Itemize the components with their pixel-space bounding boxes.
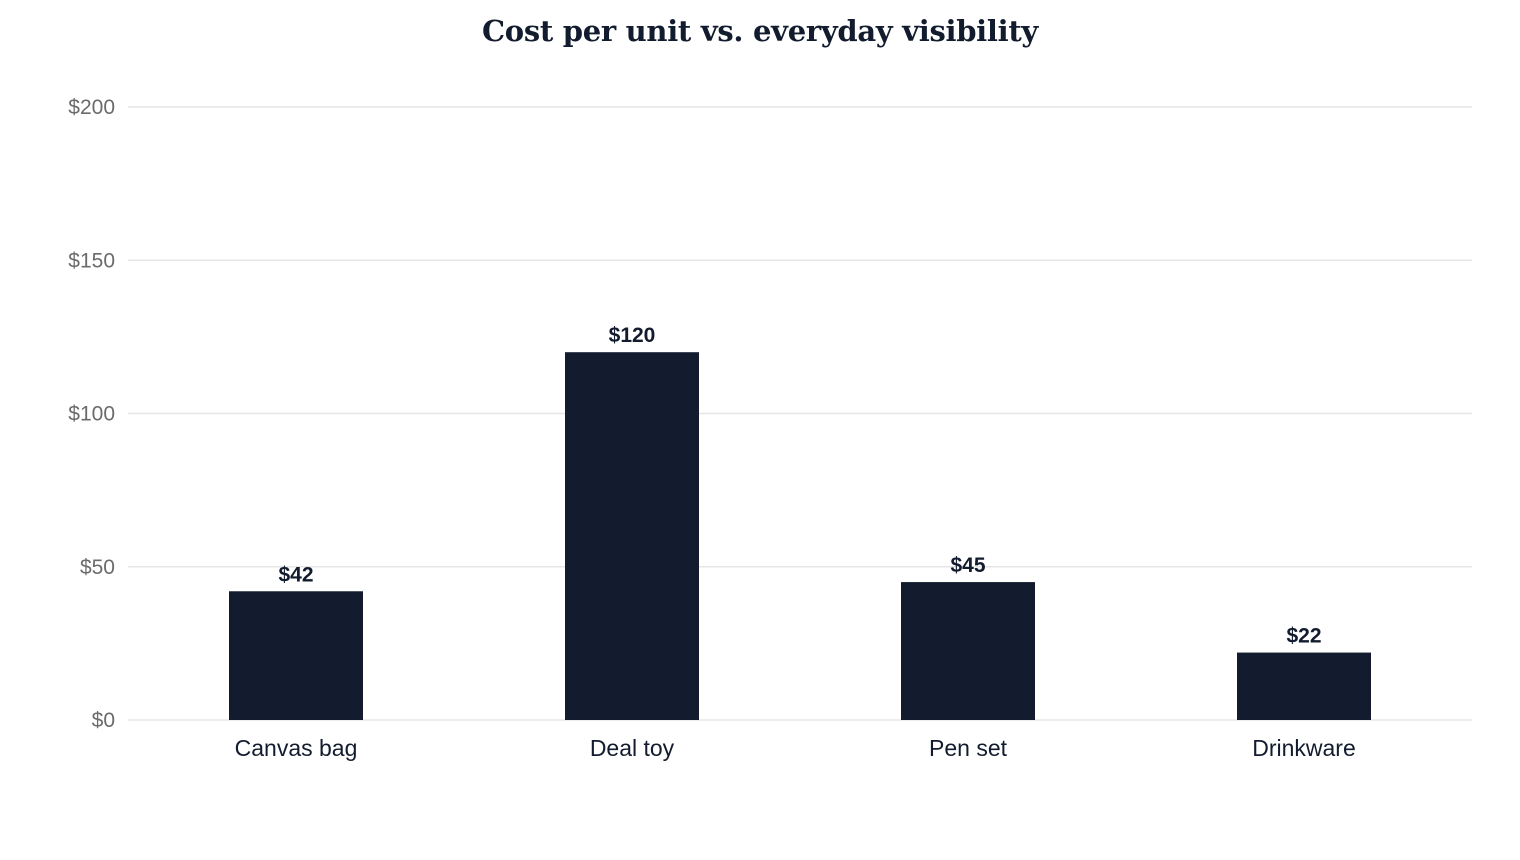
- y-tick-label: $50: [80, 556, 115, 579]
- y-tick-label: $0: [92, 709, 115, 732]
- y-tick-label: $100: [68, 403, 115, 426]
- y-tick-label: $200: [68, 96, 115, 119]
- bar: [1237, 652, 1371, 720]
- bar: [901, 582, 1035, 720]
- data-label: $45: [950, 554, 985, 577]
- chart-title: Cost per unit vs. everyday visibility: [482, 14, 1038, 48]
- x-tick-label: Drinkware: [1252, 735, 1356, 761]
- data-label: $120: [609, 324, 656, 347]
- bars: [229, 352, 1371, 720]
- bar: [565, 352, 699, 720]
- data-label: $22: [1286, 625, 1321, 648]
- y-axis-ticks: $0 $50 $100 $150 $200: [68, 96, 115, 732]
- y-tick-label: $150: [68, 249, 115, 272]
- x-axis-ticks: Canvas bag Deal toy Pen set Drinkware: [235, 735, 1356, 761]
- bar: [229, 591, 363, 720]
- x-tick-label: Deal toy: [590, 735, 675, 761]
- data-label: $42: [278, 563, 313, 586]
- data-labels: $42 $120 $45 $22: [278, 324, 1321, 647]
- x-tick-label: Pen set: [929, 735, 1008, 761]
- x-tick-label: Canvas bag: [235, 735, 358, 761]
